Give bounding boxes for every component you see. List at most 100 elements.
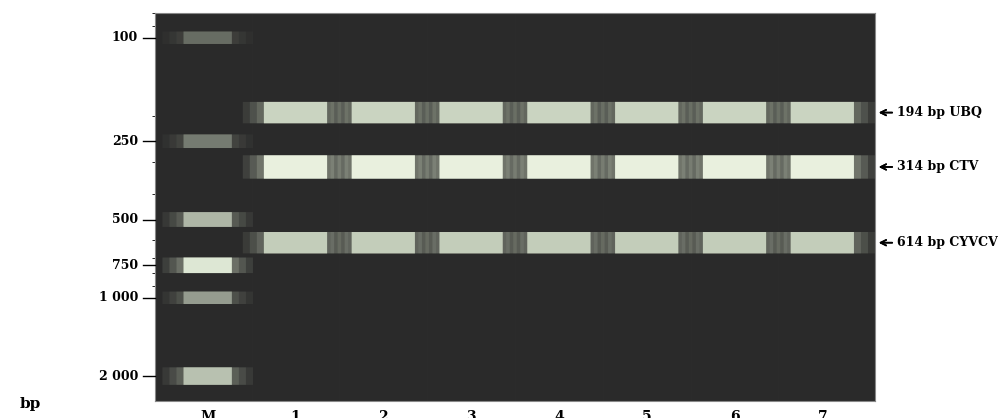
FancyBboxPatch shape xyxy=(777,155,868,178)
FancyBboxPatch shape xyxy=(250,102,341,123)
FancyBboxPatch shape xyxy=(177,31,239,44)
FancyBboxPatch shape xyxy=(703,232,766,253)
FancyBboxPatch shape xyxy=(513,102,605,123)
Text: 194 bp UBQ: 194 bp UBQ xyxy=(897,106,982,119)
FancyBboxPatch shape xyxy=(338,232,429,253)
FancyBboxPatch shape xyxy=(601,232,692,253)
FancyBboxPatch shape xyxy=(184,31,232,44)
FancyBboxPatch shape xyxy=(777,102,868,123)
FancyBboxPatch shape xyxy=(243,232,348,253)
FancyBboxPatch shape xyxy=(770,102,875,123)
FancyBboxPatch shape xyxy=(689,232,780,253)
FancyBboxPatch shape xyxy=(439,155,503,178)
FancyBboxPatch shape xyxy=(696,155,773,178)
FancyBboxPatch shape xyxy=(352,102,415,123)
FancyBboxPatch shape xyxy=(601,102,692,123)
FancyBboxPatch shape xyxy=(331,155,436,178)
FancyBboxPatch shape xyxy=(169,135,246,148)
Text: 614 bp CYVCV: 614 bp CYVCV xyxy=(897,236,998,249)
FancyBboxPatch shape xyxy=(615,155,678,178)
FancyBboxPatch shape xyxy=(352,102,415,123)
FancyBboxPatch shape xyxy=(520,232,598,253)
FancyBboxPatch shape xyxy=(770,155,875,178)
FancyBboxPatch shape xyxy=(169,31,246,44)
FancyBboxPatch shape xyxy=(338,155,429,178)
FancyBboxPatch shape xyxy=(425,102,517,123)
FancyBboxPatch shape xyxy=(696,102,773,123)
FancyBboxPatch shape xyxy=(696,232,773,253)
FancyBboxPatch shape xyxy=(791,232,854,253)
FancyBboxPatch shape xyxy=(169,292,246,304)
FancyBboxPatch shape xyxy=(257,155,334,178)
FancyBboxPatch shape xyxy=(703,102,766,123)
FancyBboxPatch shape xyxy=(791,155,854,178)
FancyBboxPatch shape xyxy=(184,367,232,385)
FancyBboxPatch shape xyxy=(184,135,232,148)
FancyBboxPatch shape xyxy=(432,102,510,123)
FancyBboxPatch shape xyxy=(608,232,685,253)
FancyBboxPatch shape xyxy=(439,102,503,123)
FancyBboxPatch shape xyxy=(331,102,436,123)
FancyBboxPatch shape xyxy=(257,102,334,123)
FancyBboxPatch shape xyxy=(770,232,875,253)
Text: 1: 1 xyxy=(291,410,300,418)
FancyBboxPatch shape xyxy=(250,155,341,178)
Text: 250: 250 xyxy=(112,135,138,148)
FancyBboxPatch shape xyxy=(257,232,334,253)
FancyBboxPatch shape xyxy=(791,102,854,123)
FancyBboxPatch shape xyxy=(162,257,253,273)
FancyBboxPatch shape xyxy=(506,102,612,123)
FancyBboxPatch shape xyxy=(250,232,341,253)
Text: 6: 6 xyxy=(730,410,739,418)
FancyBboxPatch shape xyxy=(682,102,787,123)
Text: 4: 4 xyxy=(554,410,564,418)
FancyBboxPatch shape xyxy=(177,135,239,148)
Text: 2 000: 2 000 xyxy=(99,370,138,382)
FancyBboxPatch shape xyxy=(615,232,678,253)
FancyBboxPatch shape xyxy=(703,155,766,178)
FancyBboxPatch shape xyxy=(338,102,429,123)
FancyBboxPatch shape xyxy=(264,102,327,123)
FancyBboxPatch shape xyxy=(520,155,598,178)
FancyBboxPatch shape xyxy=(432,155,510,178)
FancyBboxPatch shape xyxy=(184,292,232,304)
FancyBboxPatch shape xyxy=(615,102,678,123)
FancyBboxPatch shape xyxy=(689,102,780,123)
FancyBboxPatch shape xyxy=(352,155,415,178)
FancyBboxPatch shape xyxy=(243,102,348,123)
FancyBboxPatch shape xyxy=(425,232,517,253)
FancyBboxPatch shape xyxy=(418,102,524,123)
FancyBboxPatch shape xyxy=(331,232,436,253)
FancyBboxPatch shape xyxy=(184,31,232,44)
Text: 1 000: 1 000 xyxy=(99,291,138,304)
FancyBboxPatch shape xyxy=(791,102,854,123)
FancyBboxPatch shape xyxy=(601,155,692,178)
FancyBboxPatch shape xyxy=(439,232,503,253)
FancyBboxPatch shape xyxy=(439,232,503,253)
FancyBboxPatch shape xyxy=(184,212,232,227)
FancyBboxPatch shape xyxy=(703,232,766,253)
FancyBboxPatch shape xyxy=(615,232,678,253)
FancyBboxPatch shape xyxy=(162,292,253,304)
FancyBboxPatch shape xyxy=(162,31,253,44)
FancyBboxPatch shape xyxy=(264,232,327,253)
FancyBboxPatch shape xyxy=(689,155,780,178)
FancyBboxPatch shape xyxy=(777,232,868,253)
FancyBboxPatch shape xyxy=(425,155,517,178)
FancyBboxPatch shape xyxy=(352,232,415,253)
Text: 7: 7 xyxy=(818,410,827,418)
FancyBboxPatch shape xyxy=(184,257,232,273)
FancyBboxPatch shape xyxy=(352,155,415,178)
FancyBboxPatch shape xyxy=(527,102,591,123)
FancyBboxPatch shape xyxy=(169,257,246,273)
Text: M: M xyxy=(200,410,215,418)
FancyBboxPatch shape xyxy=(418,155,524,178)
FancyBboxPatch shape xyxy=(162,212,253,227)
FancyBboxPatch shape xyxy=(784,102,861,123)
FancyBboxPatch shape xyxy=(784,155,861,178)
FancyBboxPatch shape xyxy=(177,367,239,385)
FancyBboxPatch shape xyxy=(432,232,510,253)
FancyBboxPatch shape xyxy=(615,102,678,123)
FancyBboxPatch shape xyxy=(594,232,699,253)
FancyBboxPatch shape xyxy=(439,102,503,123)
